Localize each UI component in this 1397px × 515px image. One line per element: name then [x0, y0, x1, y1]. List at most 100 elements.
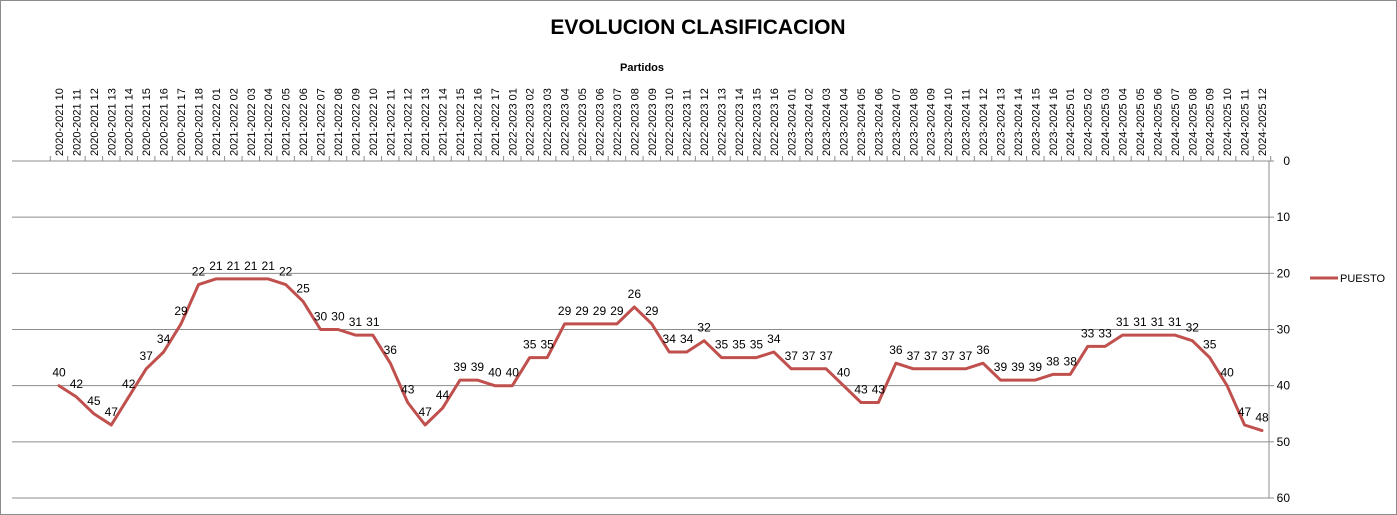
data-label: 35: [732, 338, 746, 352]
x-tick-label: 2021-2022 15: [455, 88, 467, 156]
x-tick-label: 2022-2023 14: [734, 88, 746, 156]
x-tick-label: 2021-2022 01: [211, 88, 223, 156]
data-label: 31: [366, 315, 380, 329]
x-tick-label: 2023-2024 06: [873, 88, 885, 156]
x-axis: 2020-2021 10 2020-2021 11 2020-2021 12 2020…: [49, 88, 1272, 161]
x-tick-label: 2022-2023 05: [577, 88, 589, 156]
x-tick-label: 2023-2024 12: [978, 88, 990, 156]
x-tick-label: 2021-2022 12: [403, 88, 415, 156]
x-tick-label: 2021-2022 11: [385, 89, 397, 156]
x-tick-label: 2023-2024 01: [786, 88, 798, 156]
data-label: 37: [802, 349, 816, 363]
y-tick-label-40: 40: [1277, 379, 1291, 393]
chart-title: EVOLUCION CLASIFICACION: [550, 16, 845, 39]
data-label: 31: [349, 315, 363, 329]
data-label: 29: [645, 304, 659, 318]
x-tick-label: 2021-2022 02: [228, 88, 240, 156]
x-tick-label: 2024-2025 05: [1135, 88, 1147, 156]
data-label: 37: [907, 349, 921, 363]
data-label: 30: [314, 310, 328, 324]
x-tick-label: 2020-2021 16: [159, 88, 171, 156]
data-label: 32: [697, 321, 711, 335]
x-tick-label: 2023-2024 15: [1030, 88, 1042, 156]
x-tick-label: 2021-2022 14: [438, 88, 450, 156]
data-label: 29: [174, 304, 188, 318]
x-tick-label: 2022-2023 13: [717, 88, 729, 156]
x-tick-label: 2022-2023 03: [542, 88, 554, 156]
y-tick-label-30: 30: [1277, 323, 1291, 337]
series-line-puesto: [57, 277, 1264, 433]
data-label: 47: [1238, 405, 1252, 419]
x-tick-label: 2021-2022 07: [316, 88, 328, 156]
data-label: 36: [976, 343, 990, 357]
data-label: 38: [1046, 354, 1060, 368]
x-tick-label: 2021-2022 03: [246, 88, 258, 156]
x-tick-label: 2023-2024 03: [821, 88, 833, 156]
x-tick-label: 2022-2023 16: [769, 88, 781, 156]
data-label: 25: [296, 281, 310, 295]
legend-label: PUESTO: [1340, 273, 1385, 285]
data-label: 21: [227, 259, 241, 273]
x-tick-label: 2023-2024 07: [891, 88, 903, 156]
data-label: 48: [1255, 411, 1269, 425]
x-tick-label: 2020-2021 13: [106, 88, 118, 156]
data-label: 29: [593, 304, 607, 318]
x-tick-label: 2022-2023 04: [560, 88, 572, 156]
data-label: 35: [523, 338, 537, 352]
data-label: 30: [331, 310, 345, 324]
data-label: 37: [139, 349, 153, 363]
y-tick-label-50: 50: [1277, 435, 1291, 449]
data-label: 36: [384, 343, 398, 357]
x-tick-label: 2021-2022 09: [350, 88, 362, 156]
x-tick-label: 2021-2022 06: [298, 88, 310, 156]
data-label: 26: [628, 287, 642, 301]
x-tick-label: 2020-2021 11: [71, 89, 83, 156]
x-tick-label: 2023-2024 14: [1013, 88, 1025, 156]
data-label: 35: [750, 338, 764, 352]
data-label: 37: [819, 349, 833, 363]
data-label: 34: [680, 332, 694, 346]
x-tick-label: 2022-2023 01: [507, 88, 519, 156]
series-puesto: [57, 277, 1264, 433]
data-label: 37: [785, 349, 799, 363]
x-tick-label: 2020-2021 17: [176, 88, 188, 156]
x-tick-label: 2021-2022 04: [263, 88, 275, 156]
data-label: 43: [872, 383, 886, 397]
y-tick-label-20: 20: [1277, 266, 1291, 280]
x-tick-label: 2020-2021 18: [193, 88, 205, 156]
x-tick-label: 2021-2022 10: [368, 88, 380, 156]
data-label: 45: [87, 394, 101, 408]
x-tick-label: 2022-2023 02: [525, 88, 537, 156]
data-label: 21: [244, 259, 258, 273]
x-tick-label: 2023-2024 08: [908, 88, 920, 156]
data-label: 42: [122, 377, 136, 391]
data-label: 39: [471, 360, 485, 374]
data-label: 40: [837, 366, 851, 380]
data-label: 29: [575, 304, 589, 318]
x-tick-label: 2021-2022 08: [333, 88, 345, 156]
y-tick-label-60: 60: [1277, 491, 1291, 505]
y-tick-label-10: 10: [1277, 210, 1291, 224]
data-label: 37: [941, 349, 955, 363]
x-tick-label: 2024-2025 03: [1100, 88, 1112, 156]
data-label: 40: [1220, 366, 1234, 380]
data-label: 31: [1151, 315, 1165, 329]
data-label: 43: [401, 383, 415, 397]
data-label: 34: [157, 332, 171, 346]
data-label: 31: [1168, 315, 1182, 329]
x-tick-label: 2023-2024 13: [995, 88, 1007, 156]
gridlines: [12, 160, 1269, 499]
x-tick-label: 2023-2024 05: [856, 88, 868, 156]
data-label: 39: [1029, 360, 1043, 374]
data-label: 39: [453, 360, 467, 374]
x-tick-label: 2023-2024 04: [839, 88, 851, 156]
x-tick-label: 2024-2025 08: [1187, 88, 1199, 156]
data-label: 35: [715, 338, 729, 352]
x-tick-label: 2020-2021 12: [89, 88, 101, 156]
x-tick-label: 2021-2022 16: [472, 88, 484, 156]
legend: PUESTO: [1310, 273, 1385, 285]
data-label: 37: [924, 349, 938, 363]
data-label: 40: [488, 366, 502, 380]
x-tick-label: 2024-2025 09: [1205, 88, 1217, 156]
